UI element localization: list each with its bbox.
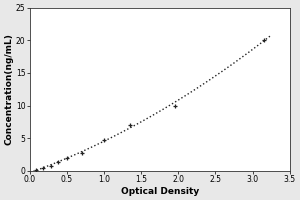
Y-axis label: Concentration(ng/mL): Concentration(ng/mL) [4, 33, 13, 145]
X-axis label: Optical Density: Optical Density [121, 187, 199, 196]
